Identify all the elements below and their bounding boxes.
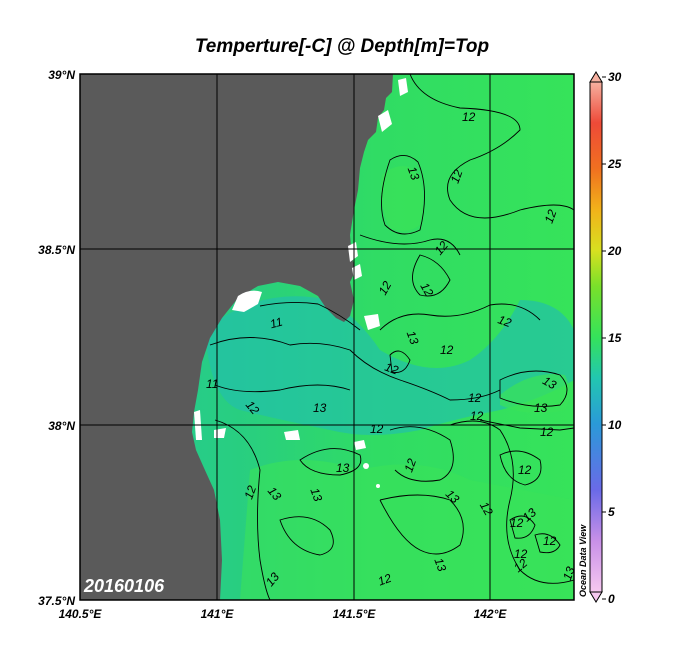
temperature-contours [209, 74, 574, 600]
contour-label: 11 [268, 315, 284, 332]
colorbar-tick-label: 5 [608, 505, 615, 519]
colorbar-tick-label: 20 [607, 244, 622, 258]
contour-label: 12 [440, 343, 454, 357]
contour-label: 12 [370, 422, 384, 436]
colorbar: 30 25 20 15 10 5 0 [589, 70, 622, 606]
plot-title: Temperture[-C] @ Depth[m]=Top [194, 36, 490, 57]
contour-label: 13 [405, 165, 423, 183]
y-tick-label: 39°N [48, 68, 75, 82]
date-stamp: 20160106 [83, 576, 165, 596]
x-tick-label: 141.5°E [333, 607, 377, 621]
contour-label: 13 [336, 461, 350, 475]
contour-label: 12 [462, 110, 476, 124]
x-axis-labels: 140.5°E 141°E 141.5°E 142°E [59, 607, 508, 621]
contour-label: 12 [376, 278, 395, 297]
contour-label: 12 [401, 456, 419, 474]
colorbar-tick-label: 10 [608, 418, 622, 432]
contour-label: 13 [431, 556, 449, 574]
contour-label: 12 [477, 499, 496, 518]
contour-label: 13 [404, 329, 422, 347]
contour-label: 12 [376, 571, 394, 589]
odv-watermark: Ocean Data View [578, 524, 588, 597]
contour-label: 12 [543, 534, 557, 548]
contour-label: 13 [534, 401, 548, 415]
contour-label: 12 [468, 391, 482, 405]
contour-label: 12 [510, 516, 524, 530]
colorbar-tick-label: 15 [608, 331, 622, 345]
colorbar-gradient [589, 81, 603, 593]
y-tick-label: 37.5°N [38, 594, 75, 608]
y-axis-labels: 39°N 38.5°N 38°N 37.5°N [38, 68, 75, 608]
x-tick-label: 141°E [201, 607, 235, 621]
contour-label: 12 [542, 207, 560, 225]
contour-label: 12 [518, 463, 532, 477]
contour-label: 11 [206, 377, 218, 391]
cool-water-patch [205, 296, 574, 435]
contour-label: 13 [540, 373, 559, 392]
map-frame [79, 73, 575, 601]
warm-water-patch [381, 166, 424, 231]
colorbar-bottom-cap [589, 591, 603, 603]
colorbar-top-cap [589, 71, 603, 83]
contour-label: 12 [540, 425, 554, 439]
contour-label: 12 [241, 483, 259, 501]
contour-label: 13 [307, 486, 325, 504]
y-tick-label: 38°N [48, 419, 75, 433]
contour-label: 12 [383, 360, 401, 378]
contour-label: 13 [560, 565, 578, 583]
contour-label: 12 [448, 167, 466, 185]
land-mass [80, 74, 393, 600]
x-tick-label: 142°E [474, 607, 508, 621]
colorbar-tick-label: 0 [608, 592, 615, 606]
contour-label: 13 [313, 401, 327, 415]
colorbar-tick-label: 30 [608, 70, 622, 84]
x-tick-label: 140.5°E [59, 607, 103, 621]
contour-label-group: 12 13 12 12 12 12 11 12 12 13 11 12 13 1… [206, 110, 578, 589]
contour-label: 12 [496, 312, 514, 330]
contour-label: 12 [514, 547, 528, 561]
graticule [80, 74, 574, 600]
colorbar-tick-label: 25 [607, 157, 622, 171]
contour-label: 12 [470, 409, 484, 423]
y-tick-label: 38.5°N [38, 243, 75, 257]
contour-label: 12 [417, 280, 436, 299]
